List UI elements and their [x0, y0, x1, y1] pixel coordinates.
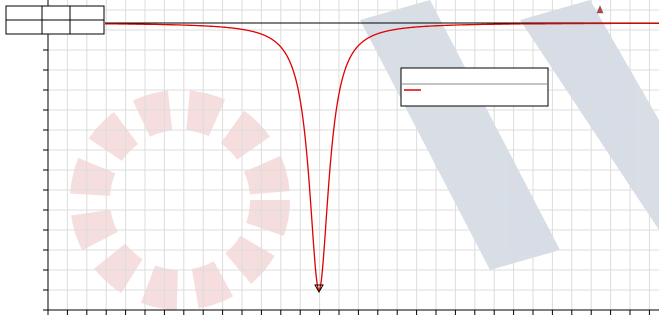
readout-table [6, 6, 104, 34]
watermark [90, 0, 659, 290]
plot-window [0, 0, 659, 316]
marker [315, 285, 323, 292]
legend [401, 68, 548, 106]
plot [0, 0, 659, 316]
